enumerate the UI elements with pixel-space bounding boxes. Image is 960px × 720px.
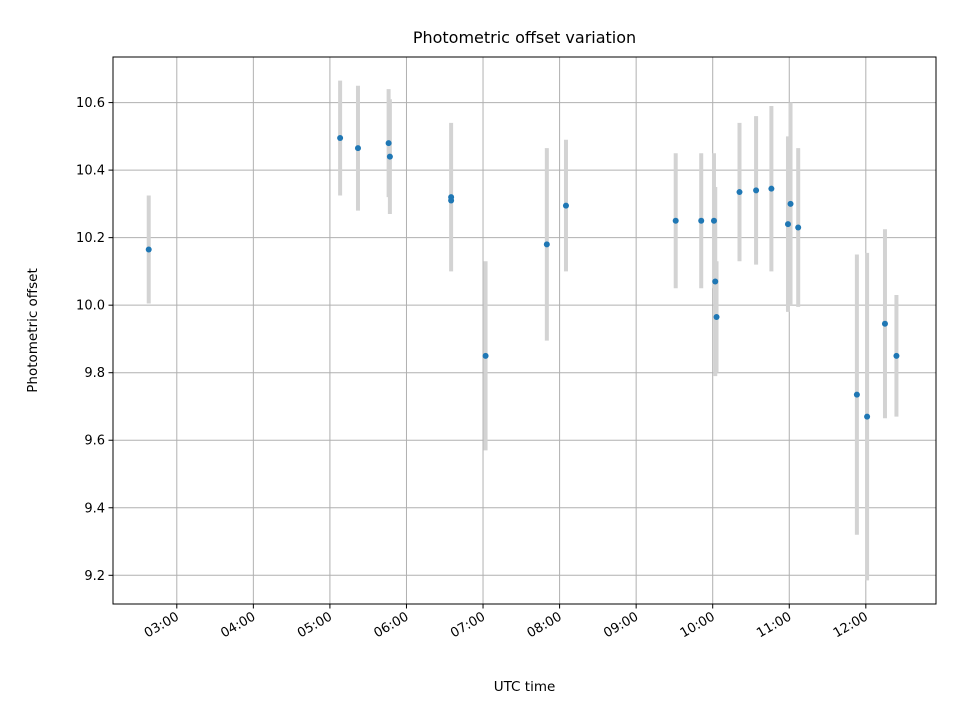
data-point [712,278,719,285]
y-tick-label: 9.8 [84,366,105,381]
data-point [787,200,794,207]
y-tick-label: 10.4 [76,164,105,179]
y-tick-label: 9.6 [84,434,105,449]
data-point [337,135,344,142]
data-point [448,197,455,204]
data-point [482,352,489,359]
y-tick-label: 10.2 [76,231,105,246]
data-point [768,185,775,192]
data-point [145,246,152,253]
data-point [386,153,393,160]
data-point [753,187,760,194]
y-axis-ticks: 9.2 9.4 9.6 9.8 10.0 10.2 10.4 10.6 [76,96,113,584]
data-point [881,320,888,327]
data-point [385,140,392,147]
chart-title: Photometric offset variation [413,28,636,47]
data-point [354,145,361,152]
y-tick-label: 9.4 [84,501,105,516]
plot-area [113,57,936,604]
data-point [713,313,720,320]
y-tick-label: 10.6 [76,96,105,111]
data-point [864,413,871,420]
y-tick-label: 10.0 [76,299,105,314]
data-points [145,135,900,420]
data-point [710,217,717,224]
plot-frame [112,56,937,605]
data-point [736,189,743,196]
data-point [672,217,679,224]
data-point [562,202,569,209]
data-point [698,217,705,224]
data-point [543,241,550,248]
data-point [784,221,791,228]
y-axis-label: Photometric offset [25,268,41,392]
y-tick-label: 9.2 [84,569,105,584]
data-point [893,352,900,359]
data-point [853,391,860,398]
x-axis-label: UTC time [494,679,556,695]
data-point [795,224,802,231]
